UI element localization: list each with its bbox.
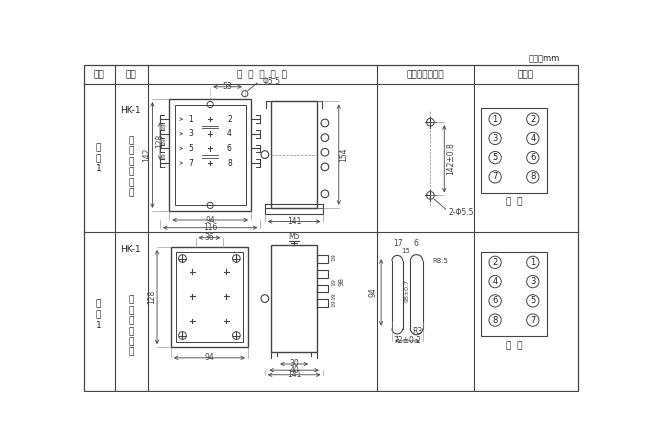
Text: 3: 3 (492, 134, 498, 143)
Text: 142±0.8: 142±0.8 (446, 142, 455, 175)
Text: 6: 6 (492, 296, 498, 305)
Text: 141: 141 (287, 217, 301, 226)
Bar (317, 270, 328, 278)
Text: 116: 116 (203, 223, 217, 232)
Text: 3: 3 (189, 129, 193, 138)
Text: 94: 94 (369, 288, 378, 297)
Text: 128: 128 (156, 134, 165, 148)
Text: 5: 5 (530, 296, 536, 305)
Text: 8: 8 (227, 158, 232, 168)
Text: 142: 142 (143, 148, 152, 162)
Text: 98: 98 (339, 277, 345, 286)
Text: R3: R3 (412, 327, 422, 336)
Text: 128: 128 (147, 290, 156, 304)
Text: 6: 6 (227, 144, 232, 153)
Text: 4: 4 (492, 277, 497, 286)
Bar (317, 255, 328, 263)
Text: 8: 8 (492, 316, 498, 325)
Text: 背  视: 背 视 (506, 341, 522, 350)
Text: 3: 3 (530, 277, 536, 286)
Bar (169, 99, 251, 211)
Text: 2: 2 (227, 115, 232, 123)
Bar (171, 247, 248, 347)
Bar (481, 251, 547, 336)
Text: M5: M5 (288, 232, 300, 241)
Text: 72±0.2: 72±0.2 (393, 336, 421, 345)
Text: 端子图: 端子图 (518, 70, 534, 79)
Text: 6: 6 (530, 153, 536, 162)
Text: 19: 19 (331, 299, 337, 307)
Text: 94: 94 (205, 216, 215, 224)
Text: 单位：mm: 单位：mm (528, 55, 560, 64)
Text: 前  视: 前 视 (506, 198, 522, 207)
Text: 141: 141 (287, 370, 301, 379)
Text: 5: 5 (189, 144, 193, 153)
Text: 图号: 图号 (94, 70, 105, 79)
Text: 94: 94 (205, 353, 214, 363)
Bar (271, 246, 317, 351)
Text: 98±0.7: 98±0.7 (405, 279, 410, 302)
Text: 4: 4 (530, 134, 536, 143)
Text: HK-1: HK-1 (121, 106, 141, 115)
Text: 53: 53 (223, 82, 233, 91)
Text: Φ5.5: Φ5.5 (262, 77, 280, 86)
Bar (176, 252, 242, 342)
Text: 40: 40 (289, 366, 299, 375)
Text: 17: 17 (393, 239, 403, 247)
Text: 36: 36 (205, 233, 214, 242)
Text: 6: 6 (413, 239, 418, 247)
Text: 19: 19 (331, 253, 337, 261)
Text: 安装开孔尺尺图: 安装开孔尺尺图 (406, 70, 444, 79)
Text: 外  形  尺  尺  图: 外 形 尺 尺 图 (237, 70, 287, 79)
Bar (175, 105, 245, 206)
Text: 附
图
1: 附 图 1 (96, 143, 101, 173)
Text: 7: 7 (530, 316, 536, 325)
Text: 结构: 结构 (125, 70, 136, 79)
Text: 15: 15 (401, 248, 410, 254)
Bar (317, 285, 328, 292)
Text: 2: 2 (492, 258, 497, 267)
Text: 4: 4 (227, 129, 232, 138)
Bar (481, 108, 547, 193)
Text: 8: 8 (530, 172, 536, 181)
Text: 19: 19 (331, 292, 337, 300)
Text: 2: 2 (530, 115, 536, 123)
Text: HK-1: HK-1 (121, 245, 141, 254)
Text: 154: 154 (340, 147, 349, 162)
Text: 19: 19 (162, 137, 167, 145)
Text: 1: 1 (530, 258, 536, 267)
Text: 1: 1 (492, 115, 497, 123)
Text: 7: 7 (492, 172, 498, 181)
Text: 5: 5 (492, 153, 497, 162)
Text: 7: 7 (189, 158, 193, 168)
Text: 凸
出
式
后
接
线: 凸 出 式 后 接 线 (128, 296, 134, 357)
Bar (271, 101, 317, 208)
Text: 19: 19 (162, 123, 167, 131)
Text: 30: 30 (289, 359, 299, 369)
Text: R8.5: R8.5 (432, 258, 448, 264)
Text: 19: 19 (331, 278, 337, 286)
Text: 附
图
1: 附 图 1 (96, 300, 101, 329)
Bar (317, 299, 328, 307)
Text: 19: 19 (162, 152, 167, 160)
Text: 2-Φ5.5: 2-Φ5.5 (449, 208, 474, 217)
Text: 凸
出
式
前
接
线: 凸 出 式 前 接 线 (128, 136, 134, 198)
Text: 1: 1 (189, 115, 193, 123)
